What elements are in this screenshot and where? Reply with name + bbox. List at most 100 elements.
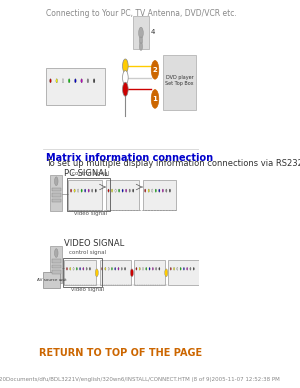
Circle shape [152, 267, 153, 270]
Circle shape [111, 267, 112, 270]
Bar [68, 180, 102, 210]
Bar [63, 258, 102, 287]
Circle shape [148, 189, 149, 192]
Bar [106, 180, 140, 210]
Circle shape [151, 61, 159, 79]
Circle shape [56, 79, 58, 83]
Circle shape [139, 267, 140, 270]
Circle shape [142, 267, 144, 270]
Circle shape [66, 267, 68, 270]
Circle shape [83, 267, 84, 270]
Circle shape [139, 27, 143, 39]
Circle shape [105, 267, 106, 270]
Bar [100, 260, 131, 285]
Bar [134, 260, 165, 285]
Circle shape [74, 189, 75, 192]
Text: VIDEO SIGNAL: VIDEO SIGNAL [64, 239, 125, 248]
Circle shape [80, 267, 81, 270]
Circle shape [166, 189, 167, 192]
Bar [52, 270, 61, 274]
Bar [52, 199, 61, 202]
Circle shape [146, 267, 147, 270]
Bar [50, 175, 62, 211]
Circle shape [68, 79, 70, 83]
Text: AV source unit: AV source unit [37, 278, 66, 282]
Bar [142, 180, 176, 210]
Circle shape [55, 177, 58, 185]
Circle shape [129, 189, 130, 192]
Circle shape [156, 267, 157, 270]
Circle shape [169, 189, 170, 192]
Circle shape [115, 267, 116, 270]
Circle shape [93, 79, 95, 83]
Circle shape [190, 267, 191, 270]
Circle shape [111, 189, 113, 192]
Text: 4: 4 [151, 29, 155, 35]
Circle shape [187, 267, 188, 270]
Bar [50, 246, 62, 283]
Circle shape [121, 267, 122, 270]
Circle shape [76, 267, 77, 270]
Circle shape [92, 189, 93, 192]
Circle shape [73, 267, 74, 270]
Circle shape [140, 37, 142, 45]
FancyBboxPatch shape [163, 55, 196, 110]
Circle shape [87, 79, 89, 83]
Bar [44, 272, 60, 288]
Circle shape [170, 267, 171, 270]
Bar [168, 260, 200, 285]
Bar [46, 68, 105, 105]
Circle shape [130, 269, 134, 277]
Circle shape [95, 269, 98, 277]
Circle shape [122, 71, 128, 85]
Text: DVD player
Set Top Box: DVD player Set Top Box [165, 75, 194, 86]
Circle shape [159, 189, 160, 192]
Circle shape [162, 189, 164, 192]
Circle shape [122, 189, 123, 192]
Circle shape [108, 267, 109, 270]
Text: video signal: video signal [74, 211, 107, 217]
Circle shape [77, 189, 79, 192]
Circle shape [122, 82, 128, 96]
Circle shape [140, 43, 142, 50]
Text: To set up multiple display information connections via RS232, VGA, and CVBS.: To set up multiple display information c… [46, 159, 300, 168]
Circle shape [70, 189, 72, 192]
Circle shape [145, 189, 146, 192]
Circle shape [50, 79, 51, 83]
Bar [52, 259, 61, 263]
Circle shape [55, 249, 58, 257]
Text: control signal: control signal [72, 171, 109, 177]
Circle shape [124, 267, 126, 270]
Bar [52, 187, 61, 191]
Circle shape [173, 267, 175, 270]
Circle shape [122, 59, 128, 73]
Text: Connecting to Your PC, TV Antenna, DVD/VCR etc.: Connecting to Your PC, TV Antenna, DVD/V… [46, 9, 236, 18]
Circle shape [149, 267, 150, 270]
Text: RETURN TO TOP OF THE PAGE: RETURN TO TOP OF THE PAGE [39, 348, 202, 358]
Circle shape [108, 189, 109, 192]
Circle shape [118, 267, 119, 270]
Circle shape [125, 189, 127, 192]
Text: video signal: video signal [71, 287, 104, 292]
Circle shape [136, 267, 137, 270]
Circle shape [81, 189, 82, 192]
Circle shape [85, 189, 86, 192]
Circle shape [118, 189, 120, 192]
Circle shape [81, 79, 82, 83]
Circle shape [62, 79, 64, 83]
Bar [64, 260, 96, 285]
Circle shape [101, 267, 103, 270]
Text: Matrix information connection: Matrix information connection [46, 153, 213, 163]
Circle shape [193, 267, 194, 270]
Text: 2: 2 [153, 67, 158, 73]
Circle shape [86, 267, 87, 270]
Circle shape [133, 189, 134, 192]
Circle shape [159, 267, 160, 270]
Circle shape [89, 267, 91, 270]
Circle shape [165, 269, 168, 277]
Circle shape [177, 267, 178, 270]
Text: 1: 1 [153, 96, 158, 102]
Circle shape [88, 189, 89, 192]
Bar [67, 178, 110, 211]
Bar [52, 265, 61, 268]
